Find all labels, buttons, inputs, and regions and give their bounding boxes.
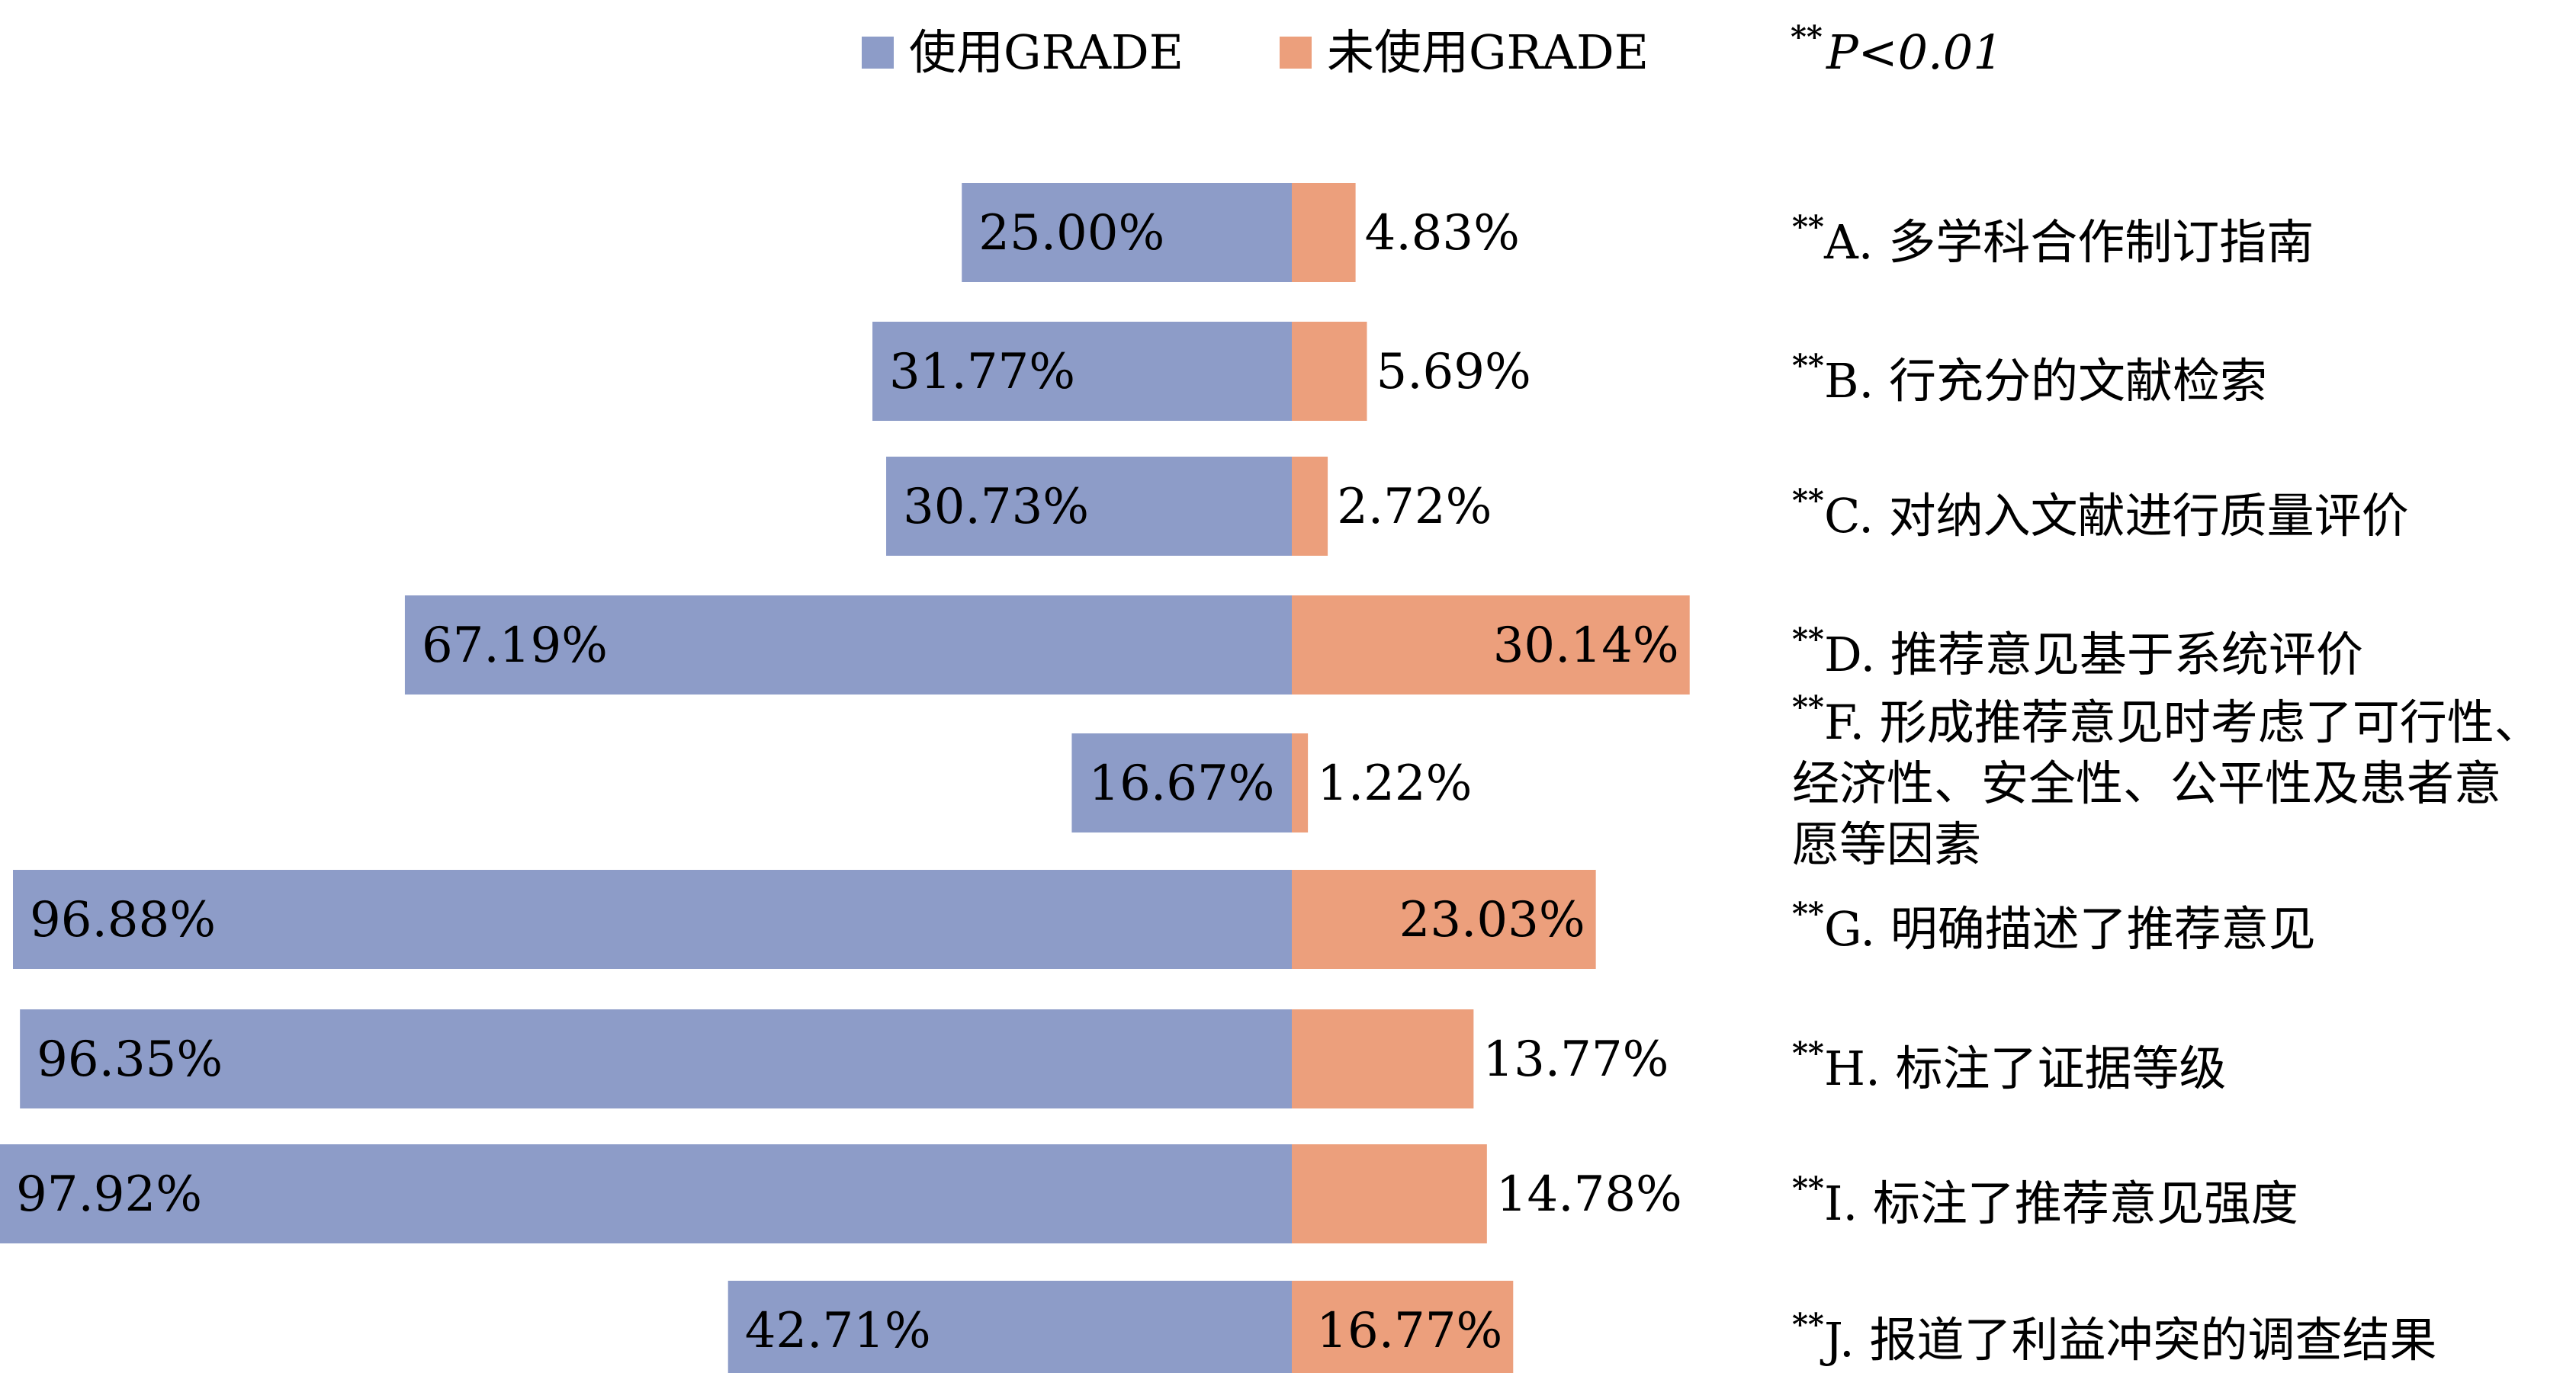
category-label: J. 报道了利益冲突的调查结果 <box>1820 1312 2436 1368</box>
bar-unused <box>1292 183 1356 282</box>
value-label-used: 96.35% <box>37 1031 223 1088</box>
significance-stars: ** <box>1791 19 1823 55</box>
value-label-unused: 23.03% <box>1399 892 1585 948</box>
category-label: H. 标注了证据等级 <box>1824 1041 2227 1096</box>
legend-label-unused: 未使用GRADE <box>1327 24 1649 80</box>
legend-swatch-used <box>862 37 894 69</box>
bar-unused <box>1292 322 1367 421</box>
legend-swatch-unused <box>1280 37 1312 69</box>
value-label-unused: 14.78% <box>1496 1166 1682 1223</box>
bar-unused <box>1292 595 1690 695</box>
value-label-used: 16.67% <box>1088 755 1274 812</box>
category-stars: ** <box>1792 1170 1824 1206</box>
bar-used <box>872 322 1292 421</box>
value-label-used: 96.88% <box>30 892 216 948</box>
category-label: F. 形成推荐意见时考虑了可行性、 <box>1824 695 2542 750</box>
value-label-unused: 16.77% <box>1316 1303 1502 1359</box>
category-label: 愿等因素 <box>1792 816 1981 872</box>
bar-used <box>0 1144 1293 1243</box>
category-stars: ** <box>1792 896 1824 932</box>
category-label: I. 标注了推荐意见强度 <box>1824 1176 2298 1231</box>
significance-text: P<0.01 <box>1826 24 2003 80</box>
category-stars: ** <box>1792 209 1824 245</box>
bar-unused <box>1292 1281 1514 1373</box>
bar-unused <box>1292 733 1309 832</box>
value-label-used: 67.19% <box>422 618 608 674</box>
bar-used <box>962 183 1292 282</box>
category-label: C. 对纳入文献进行质量评价 <box>1824 488 2409 544</box>
value-label-used: 25.00% <box>978 205 1164 261</box>
category-stars: ** <box>1792 689 1824 725</box>
bar-unused <box>1292 1144 1487 1243</box>
significance-note: ** P<0.01 <box>1791 19 2003 80</box>
category-label: 经济性、安全性、公平性及患者意 <box>1792 755 2501 811</box>
legend-label-used: 使用GRADE <box>909 24 1184 80</box>
bar-used <box>13 870 1292 969</box>
value-label-unused: 5.69% <box>1376 344 1531 400</box>
value-label-used: 30.73% <box>903 479 1089 535</box>
category-stars: ** <box>1792 1307 1824 1343</box>
value-label-unused: 30.14% <box>1493 618 1679 674</box>
value-label-unused: 2.72% <box>1337 479 1492 535</box>
bar-used <box>1071 733 1292 832</box>
category-labels-layer: ** A. 多学科合作制订指南** B. 行充分的文献检索** C. 对纳入文献进行质… <box>1792 209 2542 1368</box>
category-stars: ** <box>1792 621 1824 657</box>
value-label-used: 31.77% <box>889 344 1075 400</box>
value-label-used: 97.92% <box>16 1166 202 1223</box>
value-label-unused: 13.77% <box>1482 1031 1669 1088</box>
bars-layer: 25.00% 4.83% 31.77% 5.69% 30.73% 2.72% 67.19% 3… <box>0 183 1690 1373</box>
bar-used <box>20 1009 1292 1108</box>
category-label: B. 行充分的文献检索 <box>1824 353 2267 409</box>
value-label-unused: 4.83% <box>1365 205 1520 261</box>
category-label: D. 推荐意见基于系统评价 <box>1824 627 2363 682</box>
bar-unused <box>1292 870 1596 969</box>
value-label-used: 42.71% <box>745 1303 931 1359</box>
category-stars: ** <box>1792 1035 1824 1071</box>
legend: 使用GRADE 未使用GRADE ** P<0.01 <box>862 19 2003 80</box>
value-label-unused: 1.22% <box>1317 755 1472 812</box>
category-stars: ** <box>1792 348 1824 383</box>
bar-unused <box>1292 457 1328 556</box>
category-stars: ** <box>1792 483 1824 518</box>
category-label: G. 明确描述了推荐意见 <box>1824 901 2316 957</box>
bar-used <box>886 457 1292 556</box>
bar-used <box>728 1281 1292 1373</box>
bar-used <box>404 595 1292 695</box>
bar-unused <box>1292 1009 1474 1108</box>
category-label: A. 多学科合作制订指南 <box>1823 214 2314 270</box>
